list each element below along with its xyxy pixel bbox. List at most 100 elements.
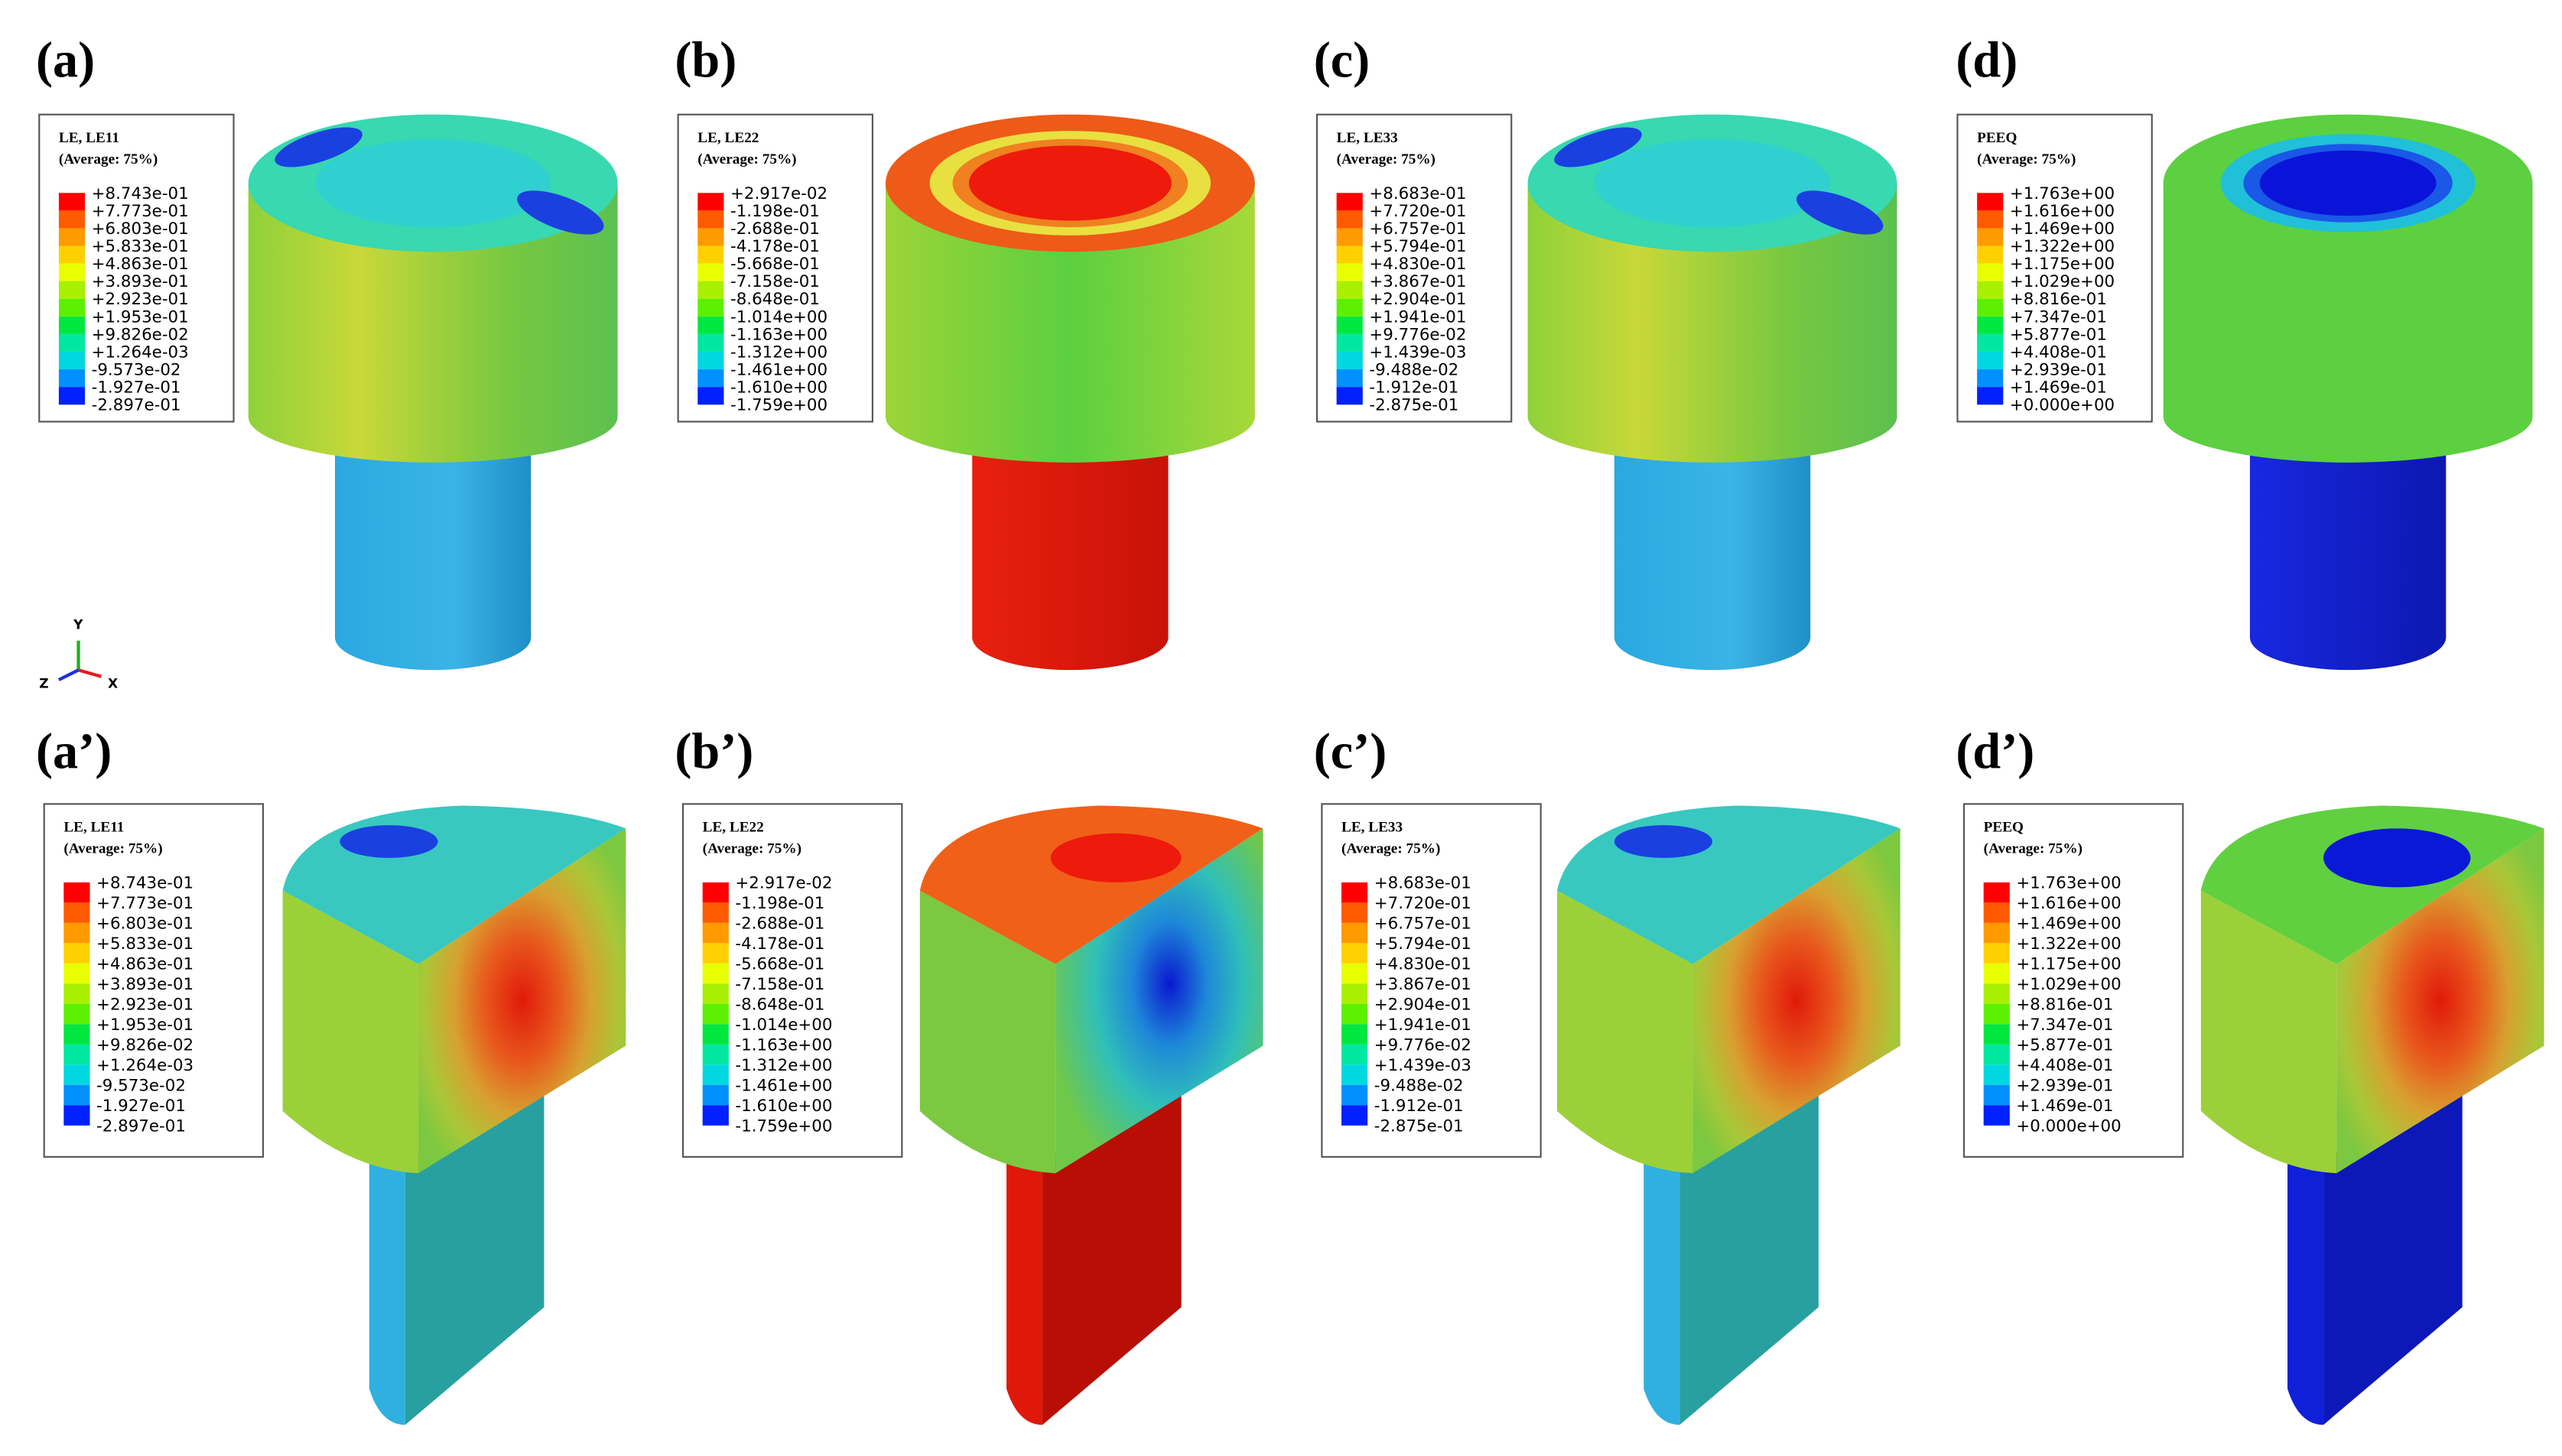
legend-swatch [1977,263,2004,281]
legend-swatch [63,1084,90,1106]
legend-value: -1.927e-01 [96,1097,186,1116]
model-3d [2163,114,2533,671]
shank-end [2249,604,2447,671]
legend: LE, LE11 (Average: 75%) +8.743e-01 +7.773e-… [43,803,265,1158]
legend-title: LE, LE33 [1337,130,1398,146]
legend-value: +4.408e-01 [2016,1056,2113,1075]
legend-value: -1.759e+00 [730,396,827,415]
legend-value: +8.743e-01 [96,873,193,892]
legend-swatch [702,922,729,944]
legend-swatch [58,316,86,334]
model-cutaway [2200,805,2544,1425]
legend-value: +5.794e-01 [1374,934,1471,954]
legend-value: +5.877e-01 [2010,325,2107,344]
legend-swatch [1336,281,1363,299]
legend-swatch [697,245,724,264]
legend-swatch [63,882,90,903]
triad-label: X [108,677,118,692]
legend-swatch [63,963,90,984]
legend-value: +8.683e-01 [1374,873,1471,892]
legend: PEEQ(Average: 75%)+1.763e+00+1.616e+00+1… [1962,803,2184,1158]
head-side [1557,890,1693,1174]
legend-value: +1.264e-03 [96,1056,193,1075]
legend-value: -7.158e-01 [735,975,824,994]
legend-value: -2.688e-01 [735,914,824,933]
legend-value: +2.939e-01 [2010,361,2107,380]
legend-value: +1.322e+00 [2010,237,2115,256]
legend-swatch [1977,228,2004,246]
legend-value: +4.863e-01 [92,255,189,274]
legend-value: -2.688e-01 [730,219,820,239]
panel-label: (c’) [1314,723,1387,779]
legend: LE, LE22 (Average: 75%) +2.917e-02 -1.198e-… [681,803,903,1158]
legend-swatch [1977,351,2004,370]
legend-swatch [63,922,90,944]
legend-value: +8.743e-01 [92,184,189,203]
legend-swatch [1977,387,2004,405]
legend-swatch [1983,1003,2010,1025]
ring [315,138,551,228]
panel-label: (b) [675,33,736,89]
legend-swatch [702,1044,729,1065]
legend-swatch [1341,902,1368,923]
legend-swatch [697,351,724,370]
legend-value: -1.927e-01 [92,379,181,398]
ring [968,145,1172,221]
cut-face [418,828,626,1174]
legend-swatch [697,316,724,334]
legend-swatch [63,1024,90,1045]
legend-subtitle: (Average: 75%) [63,840,162,856]
model-3d [1527,114,1897,671]
legend-value: -2.875e-01 [1369,396,1458,415]
shank-side [1006,1127,1043,1425]
legend-swatch [1977,245,2004,264]
legend-value: +8.683e-01 [1369,184,1466,203]
legend-swatch [58,351,86,370]
legend-subtitle: (Average: 75%) [697,151,796,167]
legend-value: +5.877e-01 [2016,1035,2113,1055]
legend-value: +1.469e+00 [2016,914,2121,933]
legend-value: -1.198e-01 [735,894,824,913]
legend-value: -1.759e+00 [735,1116,832,1136]
legend-swatch [697,228,724,246]
panel-label: (a) [36,33,95,89]
legend-swatch [702,902,729,923]
legend-swatch [697,210,724,229]
legend-swatch [697,333,724,352]
legend: PEEQ(Average: 75%)+1.763e+00+1.616e+00+1… [1956,113,2153,423]
blob [2323,828,2471,888]
legend-value: -1.312e+00 [730,343,827,362]
legend-swatch [1983,882,2010,903]
blob [1050,833,1182,882]
legend-value: +3.893e-01 [96,975,193,994]
triad-axis [57,668,80,681]
shank-side [369,1127,405,1425]
legend-subtitle: (Average: 75%) [1341,840,1440,856]
legend-value: -1.163e+00 [735,1035,832,1055]
legend-value: +2.923e-01 [96,995,193,1014]
legend-value: -5.668e-01 [735,954,824,973]
legend-swatch [1341,1044,1368,1065]
legend-value: -1.312e+00 [735,1056,832,1075]
legend-value: +1.439e-03 [1374,1056,1471,1075]
legend-swatch [1341,1084,1368,1106]
legend-value: +1.439e-03 [1369,343,1466,362]
panel-label: (b’) [675,723,753,779]
legend-swatch [1977,210,2004,229]
legend-swatch [1983,963,2010,984]
legend-swatch [697,387,724,405]
legend-swatch [1336,210,1363,229]
legend-swatch [1983,922,2010,944]
legend-value: +1.953e-01 [96,1016,193,1035]
legend-value: +1.469e-01 [2010,379,2107,398]
legend-swatch [63,1044,90,1065]
legend-value: +9.826e-02 [92,325,189,344]
legend-value: +4.830e-01 [1374,954,1471,973]
legend-swatch [1336,193,1363,211]
legend-value: +7.720e-01 [1369,202,1466,221]
cut-face [1055,828,1263,1174]
legend-swatch [58,263,86,281]
blob [1554,127,1642,167]
legend-value: +1.763e+00 [2016,873,2121,892]
